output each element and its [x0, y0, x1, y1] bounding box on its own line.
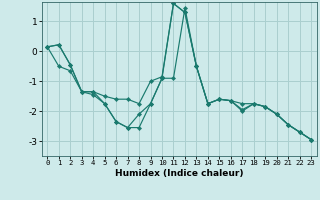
X-axis label: Humidex (Indice chaleur): Humidex (Indice chaleur) [115, 169, 244, 178]
